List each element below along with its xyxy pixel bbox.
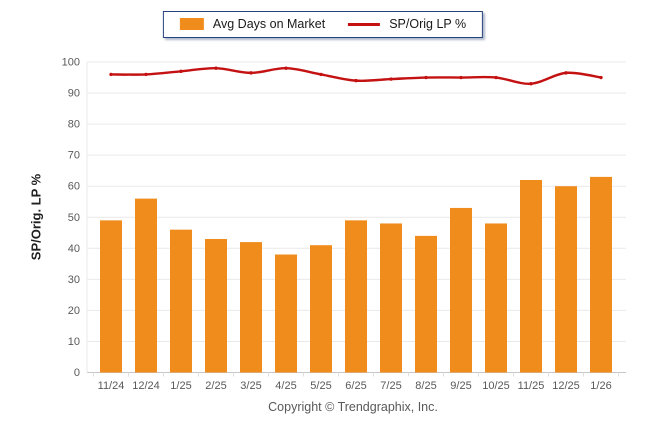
x-tick-label: 11/25 <box>518 380 545 392</box>
bar-avg-days <box>380 223 402 373</box>
bar-avg-days <box>345 220 367 373</box>
y-tick-label: 50 <box>68 212 80 224</box>
line-series-swatch-icon <box>348 22 381 26</box>
bar-avg-days <box>520 179 542 373</box>
x-tick-label: 1/25 <box>170 380 191 392</box>
x-tick-label: 3/25 <box>240 380 261 392</box>
line-point-marker <box>109 72 113 77</box>
bar-avg-days <box>485 223 507 373</box>
line-point-marker <box>599 75 603 80</box>
y-tick-label: 10 <box>68 336 80 348</box>
line-point-marker <box>424 75 428 80</box>
x-tick-label: 6/25 <box>345 380 366 392</box>
line-point-marker <box>319 72 323 77</box>
x-tick-label: 7/25 <box>380 380 401 392</box>
bar-series-legend-label: Avg Days on Market <box>212 17 326 31</box>
y-tick-label: 80 <box>68 119 80 131</box>
bar-avg-days <box>450 207 472 373</box>
x-tick-label: 1/26 <box>590 380 611 392</box>
bar-avg-days <box>240 242 262 373</box>
x-tick-label: 2/25 <box>205 380 226 392</box>
line-point-marker <box>459 75 463 80</box>
x-tick-label: 9/25 <box>450 380 471 392</box>
line-point-marker <box>249 71 253 75</box>
y-tick-label: 90 <box>68 88 80 100</box>
bar-avg-days <box>205 238 227 373</box>
x-tick-label: 5/25 <box>310 380 331 392</box>
line-point-marker <box>284 66 288 70</box>
line-point-marker <box>494 75 498 80</box>
x-tick-label: 12/25 <box>552 380 580 392</box>
line-point-marker <box>179 69 183 74</box>
copyright-text: Copyright © Trendgraphix, Inc. <box>268 400 438 414</box>
x-tick-label: 11/24 <box>98 380 125 392</box>
y-tick-label: 30 <box>68 274 80 286</box>
line-point-marker <box>144 72 148 77</box>
y-tick-label: 70 <box>68 150 80 162</box>
line-series-legend-label: SP/Orig LP % <box>389 17 467 31</box>
y-tick-label: 100 <box>62 57 80 69</box>
x-tick-label: 12/24 <box>132 380 160 392</box>
chart-legend: Avg Days on Market SP/Orig LP % <box>162 11 484 38</box>
bar-avg-days <box>415 235 437 373</box>
x-axis-tick-labels: 11/24 12/24 1/25 2/25 3/25 4/25 5/25 6/25 7/25 8/… <box>98 380 612 392</box>
x-tick-label: 8/25 <box>415 380 436 392</box>
y-tick-label: 60 <box>68 181 80 193</box>
bar-avg-days <box>100 220 122 373</box>
y-tick-label: 20 <box>68 305 80 317</box>
bar-avg-days <box>555 186 577 373</box>
line-point-marker <box>354 78 358 83</box>
x-tick-label: 4/25 <box>275 380 296 392</box>
bar-avg-days <box>310 245 332 373</box>
bar-avg-days <box>275 254 297 373</box>
y-axis-tick-labels: 0 10 20 30 40 50 60 70 80 90 100 <box>62 57 80 380</box>
bar-avg-days <box>590 176 612 373</box>
line-point-marker <box>529 82 533 86</box>
line-point-marker <box>214 66 218 70</box>
line-point-marker <box>564 71 568 75</box>
bar-avg-days <box>170 229 192 373</box>
bar-series <box>100 176 612 373</box>
y-tick-label: 0 <box>74 367 80 379</box>
line-point-marker <box>389 77 393 81</box>
bar-series-swatch-icon <box>179 18 204 30</box>
y-tick-label: 40 <box>68 243 80 255</box>
line-series <box>109 66 603 86</box>
bar-avg-days <box>135 198 157 373</box>
x-tick-label: 10/25 <box>482 380 510 392</box>
